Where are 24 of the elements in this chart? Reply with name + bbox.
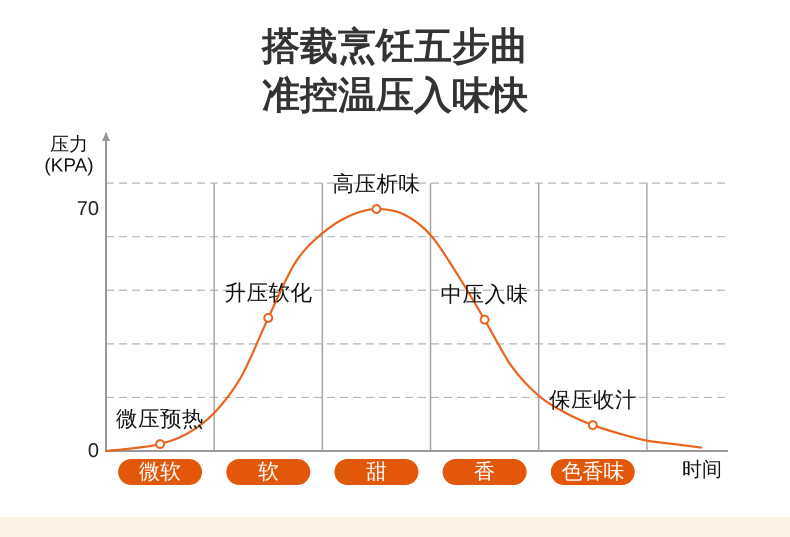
annotation: 微压预热 (116, 407, 204, 432)
x-tick-label: 香 (474, 460, 496, 484)
y-tick-label: 70 (76, 198, 99, 220)
x-tick-label: 微软 (139, 460, 182, 484)
y-tick-label: 0 (88, 440, 99, 462)
x-tick: 香 (442, 459, 527, 485)
x-tick-label: 色香味 (561, 460, 624, 484)
point (371, 204, 382, 214)
x-tick-label: 甜 (366, 460, 387, 484)
x-tick: 色香味 (550, 459, 635, 485)
point (263, 312, 274, 323)
chart-title: 搭载烹饪五步曲 (261, 25, 528, 68)
chart-subtitle: 准控温压入味快 (262, 75, 529, 117)
x-axis-title: 时间 (682, 459, 722, 481)
point (480, 314, 490, 325)
annotation: 保压收汁 (548, 388, 637, 412)
point (155, 439, 166, 450)
x-tick: 甜 (334, 459, 418, 485)
x-tick: 软 (226, 459, 310, 485)
ylabel: 压力 (KPA) (44, 134, 94, 176)
x-tick-label: 软 (258, 460, 279, 484)
x-tick: 微软 (118, 459, 202, 485)
point (588, 420, 598, 430)
annotation: 高压析味 (332, 172, 420, 196)
